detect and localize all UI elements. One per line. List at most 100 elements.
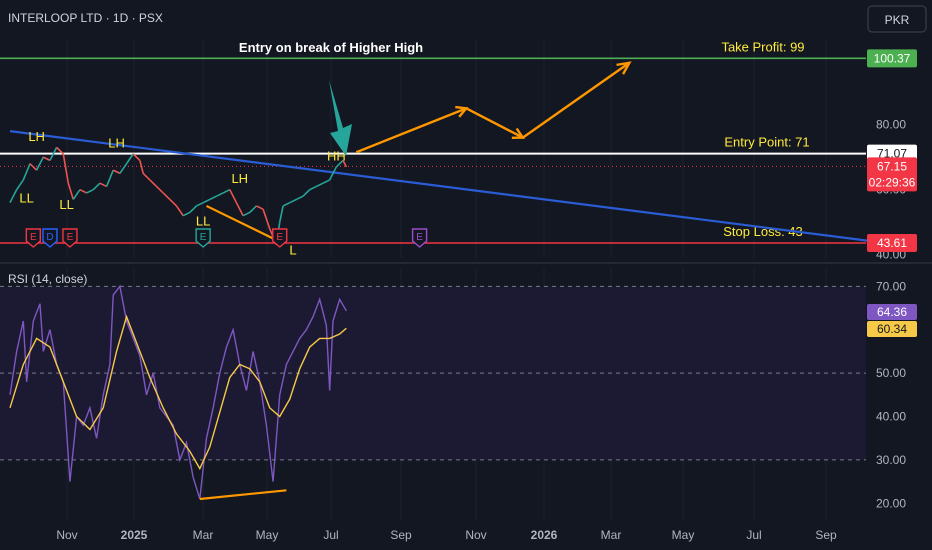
swing-label: LL (59, 197, 73, 212)
countdown-text: 02:29:36 (869, 175, 916, 189)
time-axis[interactable]: Nov 2025 Mar May Jul Sep Nov 2026 Mar May Jul Sep (56, 528, 837, 542)
price-candle (56, 146, 64, 155)
time-tick-label: Mar (193, 528, 214, 542)
time-tick-label: Nov (465, 528, 486, 542)
take-profit-price-tag-text: 100.37 (874, 51, 911, 65)
rsi-divergence-line[interactable] (199, 489, 287, 501)
price-candle (42, 156, 51, 162)
currency-button[interactable]: PKR (867, 5, 927, 33)
time-tick-label: Sep (390, 528, 412, 542)
price-candle (328, 166, 338, 181)
rsi-tick-label: 30.00 (876, 453, 906, 467)
price-candle (105, 169, 114, 187)
price-tags: 100.37 71.07 43.61 67.15 02:29:36 (867, 49, 917, 253)
earnings-marker[interactable] (195, 228, 211, 248)
projection-layer[interactable] (355, 61, 632, 154)
price-candle (256, 205, 264, 210)
price-candle (35, 156, 45, 171)
earnings-marker-text: E (276, 232, 283, 243)
rsi-series-layer (9, 284, 347, 501)
earnings-marker[interactable] (411, 228, 428, 248)
price-candle (139, 160, 144, 174)
projection-arrowhead (616, 61, 632, 75)
price-candle (79, 188, 87, 194)
price-candle (125, 153, 134, 165)
time-tick-label: Jul (746, 528, 761, 542)
wedge-line[interactable] (205, 204, 281, 243)
price-candle (155, 185, 164, 194)
take-profit-price-tag (867, 49, 917, 68)
price-candle (262, 208, 271, 229)
price-tick-label: 80.00 (876, 118, 906, 132)
stop-loss-price-tag-text: 43.61 (877, 236, 907, 250)
descending-trendline[interactable] (9, 130, 876, 243)
price-candle (142, 172, 151, 181)
rsi-ma-value-text: 60.34 (877, 322, 907, 336)
earnings-marker[interactable] (62, 228, 78, 248)
price-candle (169, 198, 178, 207)
price-candle (216, 192, 224, 197)
annotation-layer[interactable]: Entry on break of Higher High (239, 40, 423, 156)
price-candle (249, 205, 257, 214)
price-candle (49, 147, 58, 161)
rsi-value-tag (867, 304, 917, 320)
price-candle (62, 153, 70, 184)
price-candle (296, 195, 304, 201)
rsi-tick-label: 20.00 (876, 496, 906, 510)
time-tick-label: May (256, 528, 279, 542)
earnings-marker-text: E (416, 232, 423, 243)
rsi-band (0, 285, 866, 461)
projection-path[interactable] (355, 61, 631, 154)
rsi-tags: 64.36 60.34 (867, 304, 917, 337)
price-candle (86, 188, 94, 194)
price-candle (29, 163, 38, 171)
price-candle (302, 189, 311, 197)
price-candle (342, 160, 348, 168)
projection-arrowhead (511, 127, 526, 140)
earnings-marker[interactable] (272, 228, 288, 248)
price-candle (67, 182, 75, 200)
price-candle (162, 192, 171, 201)
price-candle (235, 202, 244, 217)
currency-label: PKR (885, 13, 910, 27)
price-candle (309, 185, 317, 191)
teal-pointer-arrow (329, 80, 352, 156)
price-candle (278, 205, 284, 223)
earnings-marker-text: D (46, 232, 53, 243)
price-candle (182, 211, 191, 217)
price-candle (175, 205, 184, 217)
rsi-title[interactable]: RSI (14, close) (8, 272, 87, 286)
swing-label: LL (19, 191, 33, 206)
stop-loss-label: Stop Loss: 43 (723, 224, 803, 239)
swing-label: LH (108, 135, 125, 150)
swing-label: LH (28, 129, 45, 144)
rsi-ma-value-tag (867, 321, 917, 337)
symbol-title[interactable]: INTERLOOP LTD · 1D · PSX (8, 11, 163, 25)
price-candle (9, 189, 18, 204)
price-candle (222, 188, 231, 194)
price-level-lines: Take Profit: 99 Entry Point: 71 Stop Loss:… (0, 39, 866, 244)
earnings-marker[interactable] (42, 228, 58, 248)
earnings-marker-text: E (30, 232, 37, 243)
price-candle (242, 211, 251, 217)
time-tick-label: Sep (815, 528, 837, 542)
time-tick-label: Mar (601, 528, 622, 542)
rsi-value-text: 64.36 (877, 305, 907, 319)
swing-label: LL (196, 213, 210, 228)
price-candle (202, 198, 211, 204)
earnings-marker[interactable] (25, 228, 42, 248)
price-candle (15, 179, 24, 191)
time-tick-label: May (672, 528, 695, 542)
trendline-layer[interactable] (9, 130, 876, 243)
price-candle (189, 205, 198, 214)
price-candle (99, 182, 107, 188)
price-candle (22, 163, 31, 181)
rsi-ma-line[interactable] (9, 314, 347, 471)
price-candle (289, 198, 297, 204)
swing-label: HH (327, 148, 346, 163)
price-candle (112, 169, 121, 175)
entry-point-label: Entry Point: 71 (724, 135, 809, 150)
price-candle (282, 201, 291, 207)
